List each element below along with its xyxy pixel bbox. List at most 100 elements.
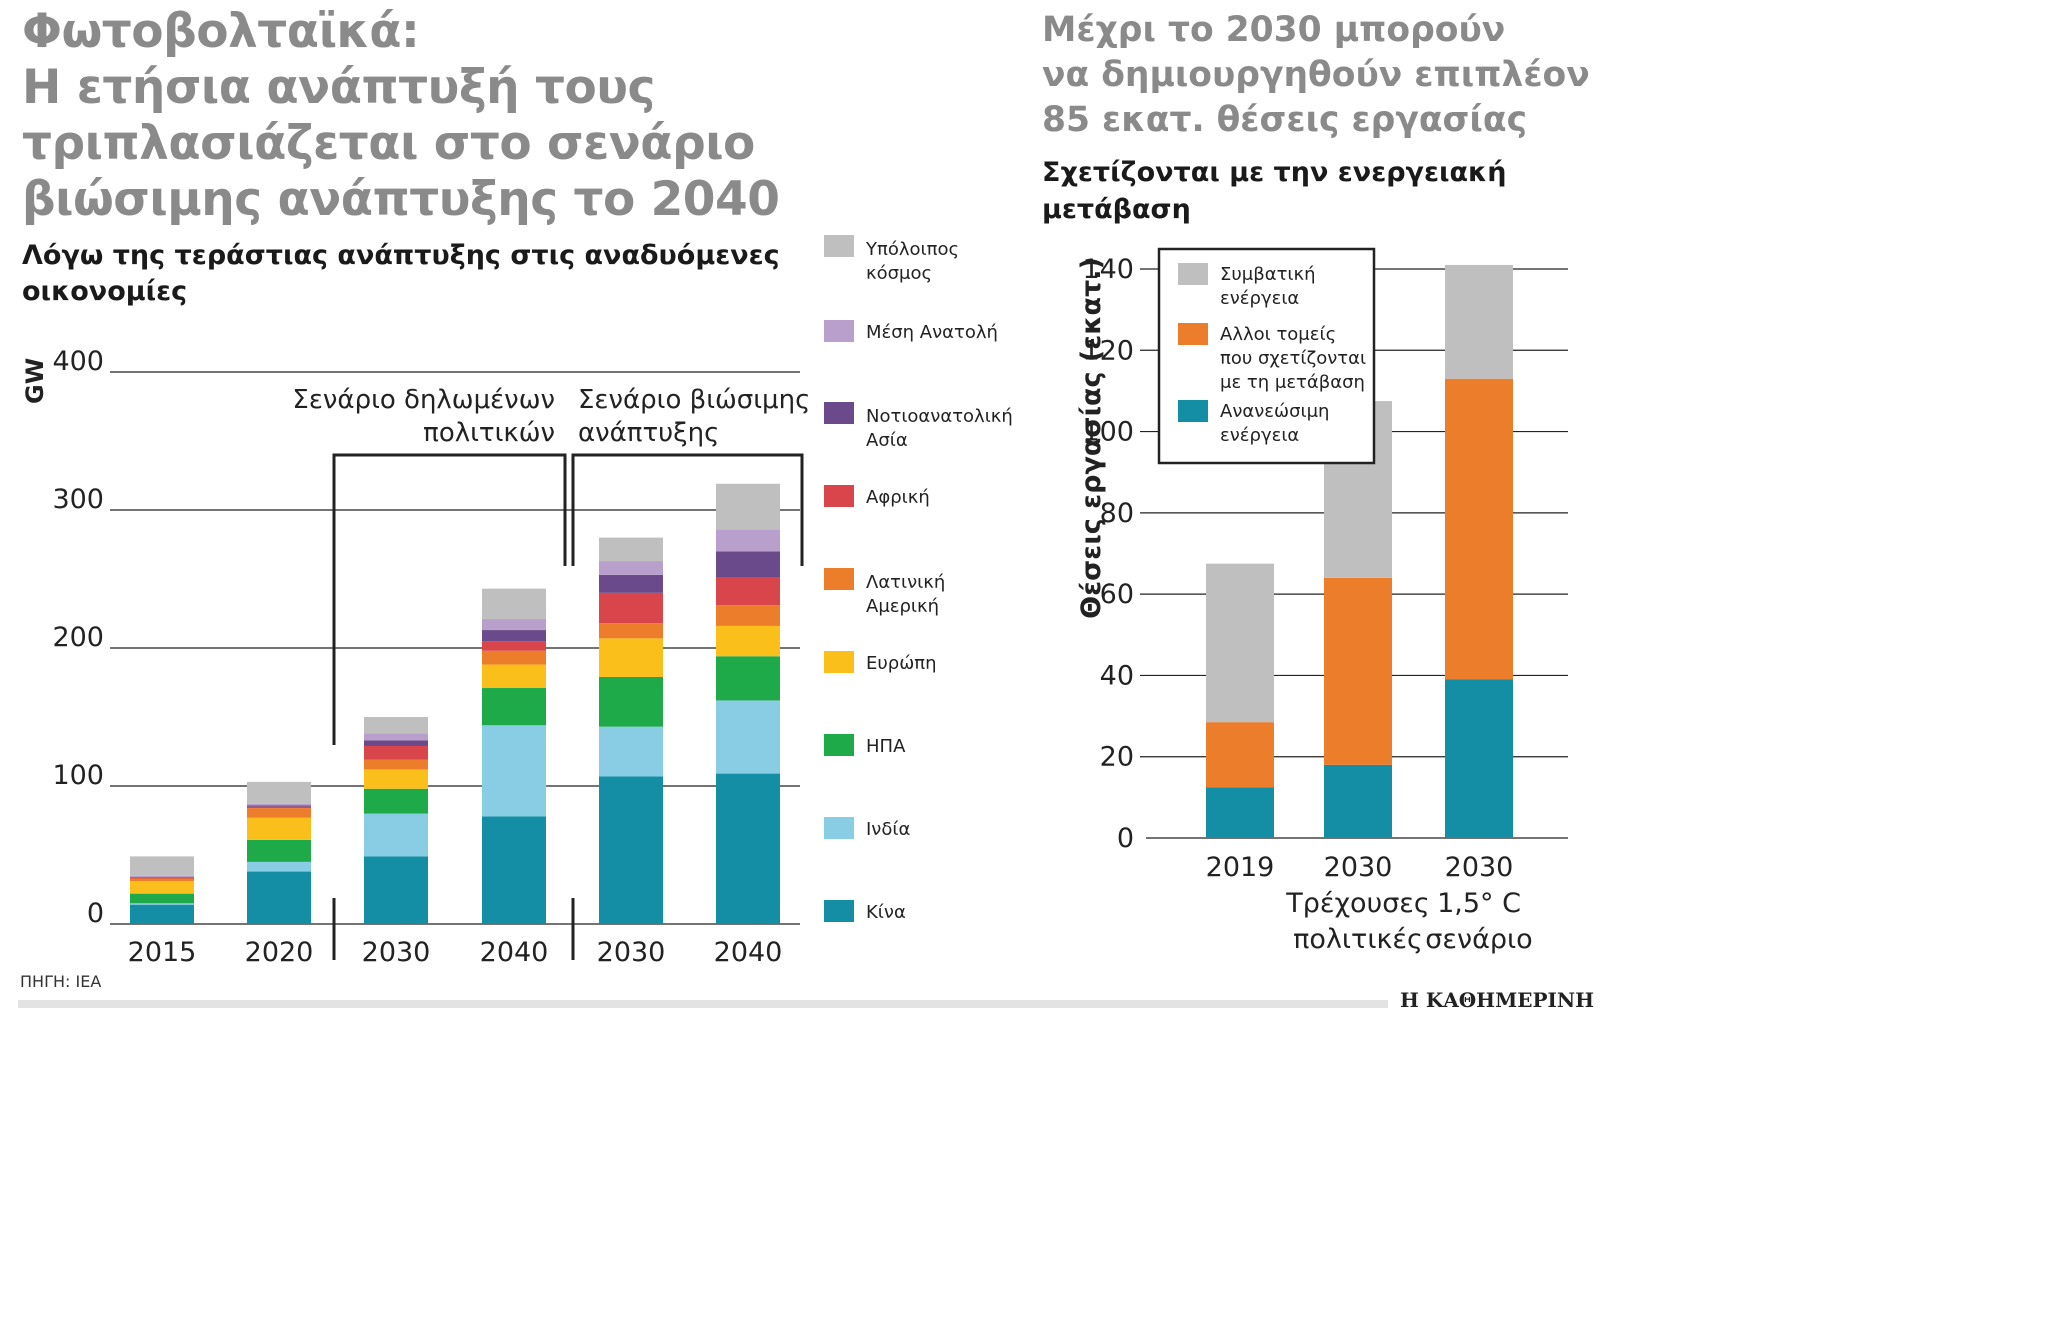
bar-αφρική-2040 [482,641,546,651]
bar-συμβατική-ενέργεια-0 [1206,563,1274,723]
legend-label-λατινική-αμερική: Λατινική [866,572,945,593]
bar-κίνα-2030 [599,776,663,924]
bar-αλλοι-τομείς-που-σχετίζονται-με-τη-μετάβαση-2 [1445,378,1513,680]
brand-logo: Η ΚΑΘΗΜΕΡΙΝΗ [1400,988,1595,1012]
bar-υπόλοιπος-κόσμος-2040 [716,483,780,530]
legend-label-αφρική: Αφρική [866,487,930,508]
right-headline-line: Μέχρι το 2030 μπορούν [1042,10,1506,50]
legend-swatch-ηπα [824,734,854,756]
bar-κίνα-2040 [716,773,780,924]
bar-συμβατική-ενέργεια-2 [1445,264,1513,379]
bar-ευρώπη-2040 [482,664,546,689]
y-tick-label: 80 [1100,498,1134,529]
right-subtitle-line: μετάβαση [1042,194,1191,225]
bar-ινδία-2040 [482,725,546,817]
legend-label-υπόλοιπος-κόσμος: κόσμος [866,263,932,284]
legend-label-μέση-ανατολή: Μέση Ανατολή [866,322,998,343]
legend-label-λατινική-αμερική: Αμερική [866,596,939,617]
bar-νοτιοανατολική-ασία-2030 [599,574,663,593]
x-tick-label: σενάριο [1425,924,1532,955]
group-label-stated-policies: Σενάριο δηλωμένων [292,385,555,415]
bar-αφρική-2020 [247,806,311,809]
bar-νοτιοανατολική-ασία-2020 [247,805,311,807]
bar-ινδία-2030 [364,813,428,857]
bar-υπόλοιπος-κόσμος-2040 [482,588,546,620]
legend-swatch-αφρική [824,485,854,507]
bar-λατινική-αμερική-2030 [599,623,663,639]
y-axis-title: Θέσεις εργασίας (εκατ.) [1076,257,1107,619]
legend-swatch-υπόλοιπος-κόσμος [824,235,854,257]
y-tick-label: 40 [1100,660,1134,691]
group-label-sustainable-development: ανάπτυξης [578,418,719,448]
headline: Φωτοβολταϊκά: Η ετήσια ανάπτυξή τους τρι… [22,4,812,228]
legend-label-υπόλοιπος-κόσμος: Υπόλοιπος [865,239,959,260]
bar-μέση-ανατολή-2015 [130,875,194,878]
group-label-sustainable-development: Σενάριο βιώσιμης [578,385,810,415]
bar-νοτιοανατολική-ασία-2040 [482,630,546,642]
legend-swatch-αλλοι-τομείς-που-σχετίζονται-με-τη-μετάβαση [1178,323,1208,345]
bar-κίνα-2020 [247,871,311,924]
bar-υπόλοιπος-κόσμος-2020 [247,781,311,804]
legend-swatch-κίνα [824,900,854,922]
legend-label-νοτιοανατολική-ασία: Ασία [866,430,908,451]
headline-line: Η ετήσια ανάπτυξή τους [22,60,655,115]
bar-ανανεώσιμη-ενέργεια-0 [1206,787,1274,838]
bar-λατινική-αμερική-2040 [482,650,546,665]
right-subtitle: Σχετίζονται με την ενεργειακή μετάβαση [1042,154,1562,228]
bar-ανανεώσιμη-ενέργεια-2 [1445,679,1513,838]
bar-υπόλοιπος-κόσμος-2015 [130,856,194,876]
bar-ηπα-2030 [364,788,428,814]
y-tick-label: 140 [1082,254,1134,285]
y-axis-title: GW [21,358,49,404]
bar-αλλοι-τομείς-που-σχετίζονται-με-τη-μετάβαση-1 [1324,577,1392,765]
bar-ηπα-2020 [247,839,311,862]
bracket-sustainable-development [571,453,804,566]
legend-label-ινδία: Ινδία [866,819,910,840]
bar-κίνα-2040 [482,816,546,924]
subtitle: Λόγω της τεράστιας ανάπτυξης στις αναδυό… [22,238,802,310]
headline-line: Φωτοβολταϊκά: [22,4,420,59]
legend-swatch-λατινική-αμερική [824,568,854,590]
bar-μέση-ανατολή-2030 [599,561,663,575]
x-tick-label: 2030 [1445,852,1514,883]
x-tick-label: 2019 [1206,852,1275,883]
legend-swatch-μέση-ανατολή [824,320,854,342]
bar-αλλοι-τομείς-που-σχετίζονται-με-τη-μετάβαση-0 [1206,722,1274,788]
bar-αφρική-2015 [130,877,194,879]
bar-ευρώπη-2040 [716,625,780,657]
bar-ευρώπη-2015 [130,881,194,894]
group-label-stated-policies: πολιτικών [423,418,555,448]
legend-label-ηπα: ΗΠΑ [866,736,906,757]
legend-label-συμβατική-ενέργεια: Συμβατική [1220,264,1316,285]
bar-ινδία-2015 [130,903,194,905]
x-tick-label: πολιτικές [1293,924,1423,955]
bar-υπόλοιπος-κόσμος-2030 [364,717,428,734]
bar-ινδία-2030 [599,726,663,777]
legend-label-αλλοι-τομείς-που-σχετίζονται-με-τη-μετάβαση: με τη μετάβαση [1220,372,1365,393]
right-subtitle-line: Σχετίζονται με την ενεργειακή [1042,157,1507,188]
legend-swatch-ευρώπη [824,651,854,673]
right-headline-line: να δημιουργηθούν επιπλέον [1042,55,1590,95]
x-tick-label: 2040 [480,937,549,968]
y-tick-label: 120 [1082,335,1134,366]
bar-μέση-ανατολή-2030 [364,733,428,741]
bar-νοτιοανατολική-ασία-2030 [364,740,428,746]
bar-ινδία-2040 [716,700,780,774]
x-tick-label: 2030 [1324,852,1393,883]
headline-line: βιώσιμης ανάπτυξης το 2040 [22,172,780,227]
bar-ευρώπη-2020 [247,817,311,840]
right-headline: Μέχρι το 2030 μπορούν να δημιουργηθούν ε… [1042,8,1590,143]
subtitle-line: οικονομίες [22,276,188,307]
x-tick-label: 2030 [362,937,431,968]
legend-label-ευρώπη: Ευρώπη [866,653,937,674]
bar-υπόλοιπος-κόσμος-2030 [599,537,663,562]
bar-ηπα-2040 [482,688,546,726]
bar-μέση-ανατολή-2020 [247,803,311,806]
bar-νοτιοανατολική-ασία-2040 [716,551,780,578]
bar-λατινική-αμερική-2015 [130,878,194,882]
bar-ηπα-2030 [599,676,663,727]
y-tick-label: 200 [52,622,104,653]
bar-μέση-ανατολή-2040 [716,529,780,552]
bar-ηπα-2015 [130,893,194,904]
